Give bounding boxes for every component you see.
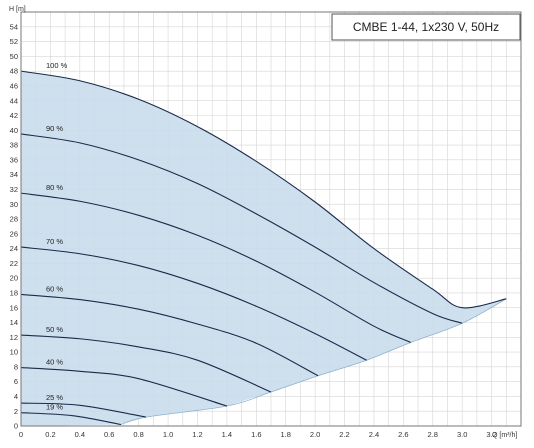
y-tick-label: 24 [10, 244, 18, 253]
x-tick-label: 2.2 [339, 430, 349, 439]
x-tick-label: 2.8 [428, 430, 438, 439]
y-tick-label: 42 [10, 111, 18, 120]
y-tick-label: 18 [10, 289, 18, 298]
curve-50-percent [20, 334, 272, 393]
y-tick-label: 22 [10, 259, 18, 268]
y-tick-label: 0 [14, 422, 18, 431]
x-tick-label: 1.6 [251, 430, 261, 439]
x-tick-label: 0 [19, 430, 23, 439]
curve-label-25-percent: 25 % [46, 393, 63, 402]
y-tick-label: 8 [14, 362, 18, 371]
y-tick-label: 54 [10, 22, 18, 31]
y-axis-ticks: 0246810121416182022242628303234363840424… [10, 22, 18, 430]
y-tick-label: 26 [10, 229, 18, 238]
x-tick-label: 0.6 [104, 430, 114, 439]
y-tick-label: 28 [10, 215, 18, 224]
x-tick-label: 0.2 [45, 430, 55, 439]
x-axis-ticks: 0 0.2 0.4 0.6 0.8 1.0 1.2 1.4 1.6 1.8 2.0 2.2 2.4 2.6… [19, 430, 497, 439]
y-tick-label: 48 [10, 67, 18, 76]
x-tick-label: 3.2 [486, 430, 496, 439]
y-tick-label: 52 [10, 37, 18, 46]
curve-label-19-percent: 19 % [46, 403, 63, 412]
curve-label-100-percent: 100 % [46, 61, 68, 70]
curve-label-40-percent: 40 % [46, 358, 63, 367]
curve-label-80-percent: 80 % [46, 183, 63, 192]
y-tick-label: 50 [10, 52, 18, 61]
plot-frame [20, 11, 522, 427]
curve-label-70-percent: 70 % [46, 237, 63, 246]
y-tick-label: 12 [10, 333, 18, 342]
x-tick-label: 0.4 [75, 430, 85, 439]
curve-100-percent [20, 70, 507, 309]
operating-area [21, 71, 507, 426]
y-tick-label: 14 [10, 318, 18, 327]
curve-25-percent [20, 402, 147, 418]
curve-40-percent [20, 367, 228, 407]
curve-label-60-percent: 60 % [46, 284, 63, 293]
x-tick-label: 1.4 [222, 430, 232, 439]
x-tick-label: 0.8 [133, 430, 143, 439]
chart-title: CMBE 1-44, 1x230 V, 50Hz [353, 20, 499, 34]
y-tick-label: 16 [10, 303, 18, 312]
x-tick-label: 1.2 [192, 430, 202, 439]
curve-90-percent [20, 133, 463, 324]
y-tick-label: 40 [10, 126, 18, 135]
x-tick-label: 3.0 [457, 430, 467, 439]
performance-curves [20, 70, 507, 426]
y-tick-label: 10 [10, 348, 18, 357]
curve-70-percent [20, 246, 367, 361]
curve-label-50-percent: 50 % [46, 325, 63, 334]
y-tick-label: 44 [10, 96, 18, 105]
y-tick-label: 38 [10, 141, 18, 150]
curve-labels: 100 % 90 % 80 % 70 % 60 % 50 % 40 % 25 %19 % [46, 61, 68, 412]
x-tick-label: 2.6 [398, 430, 408, 439]
y-tick-label: 32 [10, 185, 18, 194]
y-tick-label: 30 [10, 200, 18, 209]
y-tick-label: 2 [14, 407, 18, 416]
x-tick-label: 2.4 [369, 430, 379, 439]
y-tick-label: 20 [10, 274, 18, 283]
y-tick-label: 36 [10, 155, 18, 164]
y-tick-label: 6 [14, 377, 18, 386]
curve-80-percent [20, 192, 411, 343]
y-axis-label: H [m] [9, 6, 26, 13]
curve-19-percent [20, 412, 122, 426]
x-axis-label: Q [m³/h] [492, 432, 517, 439]
curve-60-percent [20, 293, 319, 377]
y-tick-label: 34 [10, 170, 18, 179]
title-box: CMBE 1-44, 1x230 V, 50Hz [331, 13, 521, 41]
x-tick-label: 1.0 [163, 430, 173, 439]
curve-label-90-percent: 90 % [46, 124, 63, 133]
y-tick-label: 4 [14, 392, 18, 401]
x-tick-label: 1.8 [280, 430, 290, 439]
x-tick-label: 2.0 [310, 430, 320, 439]
y-tick-label: 46 [10, 82, 18, 91]
